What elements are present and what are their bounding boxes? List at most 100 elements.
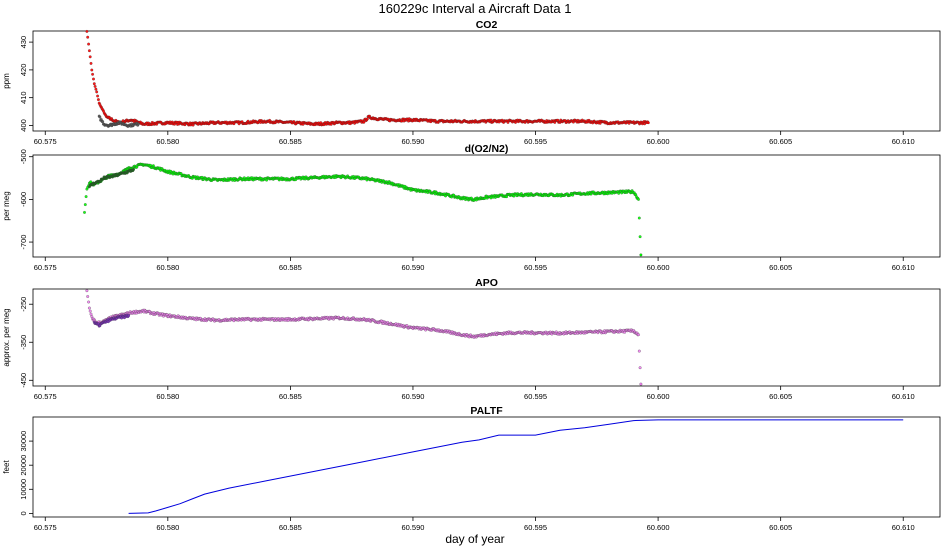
- apo-data-point: [637, 333, 640, 337]
- co2-x-tick-label: 60.585: [279, 137, 302, 146]
- d-o2-n2-x-tick-label: 60.590: [401, 263, 424, 272]
- paltf-x-tick-label: 60.610: [892, 523, 915, 532]
- apo-x-tick-label: 60.610: [892, 392, 915, 401]
- co2-data-point: [93, 84, 97, 88]
- co2-data-point: [95, 90, 99, 94]
- d-o2-n2-data-point: [132, 168, 135, 171]
- co2-data-point: [92, 77, 95, 81]
- d-o2-n2-title: d(O2/N2): [465, 143, 509, 155]
- apo-data-point: [86, 295, 90, 298]
- paltf-x-tick-label: 60.605: [769, 523, 792, 532]
- paltf-x-tick-label: 60.580: [156, 523, 179, 532]
- co2-y-tick-label: 420: [19, 64, 28, 77]
- d-o2-n2-y-axis-label: per meg: [2, 191, 11, 220]
- apo-data-point: [87, 300, 91, 304]
- d-o2-n2-x-tick-label: 60.610: [892, 263, 915, 272]
- paltf-x-tick-label: 60.595: [524, 523, 547, 532]
- co2-data-point: [91, 72, 95, 76]
- apo-x-tick-label: 60.595: [524, 392, 547, 401]
- d-o2-n2-data-point: [637, 197, 640, 201]
- paltf-title: PALTF: [470, 405, 503, 417]
- paltf-y-tick-label: 30000: [19, 431, 28, 452]
- apo-plot-frame: [32, 288, 941, 387]
- co2-data-point: [136, 122, 140, 126]
- d-o2-n2-y-tick-label: -700: [19, 235, 28, 250]
- figure-title: 160229c Interval a Aircraft Data 1: [379, 1, 572, 16]
- co2-data-point: [87, 42, 91, 46]
- apo-y-axis-label: approx. per meg: [2, 308, 11, 366]
- apo-panel: APO approx. per meg 60.575 60.580 60.585 60.5…: [2, 277, 941, 401]
- co2-y-tick-label: 400: [19, 119, 28, 132]
- co2-data-point: [96, 94, 100, 98]
- apo-y-tick-label: -250: [19, 297, 28, 312]
- co2-data-point: [96, 98, 100, 102]
- co2-title: CO2: [476, 19, 498, 31]
- apo-title: APO: [475, 277, 498, 289]
- paltf-x-tick-label: 60.585: [279, 523, 302, 532]
- apo-data-point: [639, 382, 643, 386]
- co2-x-tick-label: 60.605: [769, 137, 792, 146]
- co2-plot-frame: [32, 30, 941, 132]
- apo-data-point: [85, 289, 89, 293]
- co2-data-point: [94, 87, 98, 91]
- d-o2-n2-y-tick-label: -600: [19, 192, 28, 207]
- d-o2-n2-x-tick-label: 60.585: [279, 263, 302, 272]
- d-o2-n2-panel: d(O2/N2) per meg 60.575 60.580 60.585 60.590 6…: [2, 143, 941, 272]
- co2-data-point: [101, 120, 105, 124]
- co2-data-point: [87, 49, 91, 53]
- d-o2-n2-x-tick-label: 60.575: [34, 263, 57, 272]
- co2-y-axis-label: ppm: [2, 73, 11, 89]
- co2-data-point: [92, 82, 96, 86]
- apo-x-tick-label: 60.590: [401, 392, 424, 401]
- x-axis-label: day of year: [445, 532, 504, 546]
- co2-x-tick-label: 60.580: [156, 137, 179, 146]
- co2-x-tick-label: 60.600: [647, 137, 670, 146]
- paltf-y-tick-label: 0: [19, 511, 28, 515]
- d-o2-n2-x-tick-label: 60.605: [769, 263, 792, 272]
- apo-x-tick-label: 60.605: [769, 392, 792, 401]
- co2-data-point: [90, 68, 94, 72]
- apo-data-point: [127, 314, 131, 318]
- d-o2-n2-x-tick-label: 60.600: [647, 263, 670, 272]
- d-o2-n2-y-tick-label: -500: [19, 149, 28, 164]
- co2-panel: CO2 ppm 60.575 60.580 60.585 60.590 60.595 60.6…: [2, 19, 941, 146]
- apo-x-tick-label: 60.585: [279, 392, 302, 401]
- panels: CO2 ppm 60.575 60.580 60.585 60.590 60.595 60.6…: [2, 19, 941, 532]
- co2-data-point: [89, 61, 93, 65]
- paltf-y-axis-label: feet: [2, 460, 11, 474]
- co2-x-tick-label: 60.590: [401, 137, 424, 146]
- co2-x-tick-label: 60.595: [524, 137, 547, 146]
- apo-data-point: [637, 349, 641, 353]
- d-o2-n2-data-point: [637, 216, 641, 220]
- d-o2-n2-data-point: [84, 195, 88, 199]
- apo-y-tick-label: -450: [19, 373, 28, 388]
- d-o2-n2-data-point: [83, 210, 86, 214]
- co2-y-tick-label: 430: [19, 36, 28, 49]
- d-o2-n2-x-tick-label: 60.595: [524, 263, 547, 272]
- co2-x-tick-label: 60.610: [892, 137, 915, 146]
- co2-data-point: [85, 29, 89, 33]
- d-o2-n2-data-point: [638, 235, 642, 239]
- paltf-plot-frame: [32, 416, 941, 518]
- co2-data-point: [646, 121, 650, 125]
- co2-data-point: [362, 120, 366, 124]
- apo-x-tick-label: 60.580: [156, 392, 179, 401]
- paltf-x-tick-label: 60.590: [401, 523, 424, 532]
- paltf-y-tick-label: 20000: [19, 455, 28, 476]
- co2-data-point: [88, 55, 92, 59]
- paltf-y-tick-label: 10000: [19, 479, 28, 500]
- apo-data-point: [89, 312, 93, 316]
- d-o2-n2-x-tick-label: 60.580: [156, 263, 179, 272]
- paltf-x-tick-label: 60.600: [647, 523, 670, 532]
- apo-data-point: [638, 366, 642, 370]
- co2-y-tick-label: 410: [19, 91, 28, 104]
- d-o2-n2-data-point: [639, 253, 643, 257]
- apo-x-tick-label: 60.575: [34, 392, 57, 401]
- d-o2-n2-plot-frame: [32, 154, 941, 258]
- paltf-panel: PALTF feet 60.575 60.580 60.585 60.590 60.595 6…: [2, 405, 941, 532]
- apo-data-point: [87, 306, 91, 310]
- co2-data-point: [86, 35, 90, 39]
- d-o2-n2-data-point: [83, 203, 87, 207]
- paltf-x-tick-label: 60.575: [34, 523, 57, 532]
